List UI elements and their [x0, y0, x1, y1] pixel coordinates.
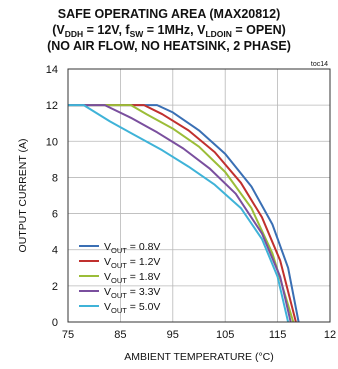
- tick-labels: 75 85 95 105 115 12 0 2 4 6 8 10 12 14: [46, 64, 336, 341]
- x-tick-label: 75: [62, 329, 74, 341]
- x-tick-label: 105: [216, 329, 234, 341]
- title-l2-c: = 1MHz, V: [143, 23, 206, 37]
- title-l2-d: = OPEN): [231, 23, 286, 37]
- y-tick-label: 6: [52, 209, 58, 221]
- y-tick-label: 2: [52, 281, 58, 293]
- y-tick-label: 14: [46, 64, 58, 76]
- title-line-2: (VDDH = 12V, fSW = 1MHz, VLDOIN = OPEN): [0, 22, 338, 38]
- title-line-1: SAFE OPERATING AREA (MAX20812): [57, 7, 281, 21]
- y-tick-label: 8: [52, 172, 58, 184]
- title-l2-b: = 12V, f: [83, 23, 130, 37]
- title-l2-a-sub: DDH: [64, 29, 84, 39]
- x-axis-label: AMBIENT TEMPERATURE (°C): [124, 351, 273, 363]
- title-line-3: (NO AIR FLOW, NO HEATSINK, 2 PHASE): [47, 39, 291, 53]
- x-tick-label: 95: [167, 329, 179, 341]
- y-tick-label: 10: [46, 136, 58, 148]
- toc-tag: toc14: [311, 61, 328, 68]
- y-tick-label: 0: [52, 317, 58, 329]
- y-tick-label: 12: [46, 100, 58, 112]
- title-l2-c-sub: LDOIN: [205, 29, 232, 39]
- legend-label-3: VOUT = 1.8V: [104, 271, 160, 285]
- series-line-1: [68, 104, 300, 323]
- x-tick-label: 12: [324, 329, 336, 341]
- series-lines: [68, 104, 300, 323]
- legend-label-2: VOUT = 1.2V: [104, 256, 160, 270]
- series-line-2: [68, 104, 297, 323]
- x-tick-label: 115: [269, 329, 287, 341]
- title-l2-a: (V: [52, 23, 65, 37]
- y-tick-label: 4: [52, 245, 58, 257]
- legend-label-1: VOUT = 0.8V: [104, 241, 160, 255]
- series-line-4: [68, 104, 292, 323]
- series-line-3: [68, 104, 295, 323]
- title-l2-b-sub: SW: [129, 29, 144, 39]
- x-tick-label: 85: [114, 329, 126, 341]
- y-axis-label: OUTPUT CURRENT (A): [17, 139, 29, 253]
- series-line-5: [68, 104, 290, 323]
- legend-label-5: VOUT = 5.0V: [104, 301, 160, 315]
- legend-label-4: VOUT = 3.3V: [104, 286, 160, 300]
- plot-frame: [67, 68, 331, 323]
- chart-title: SAFE OPERATING AREA (MAX20812) (VDDH = 1…: [0, 6, 338, 54]
